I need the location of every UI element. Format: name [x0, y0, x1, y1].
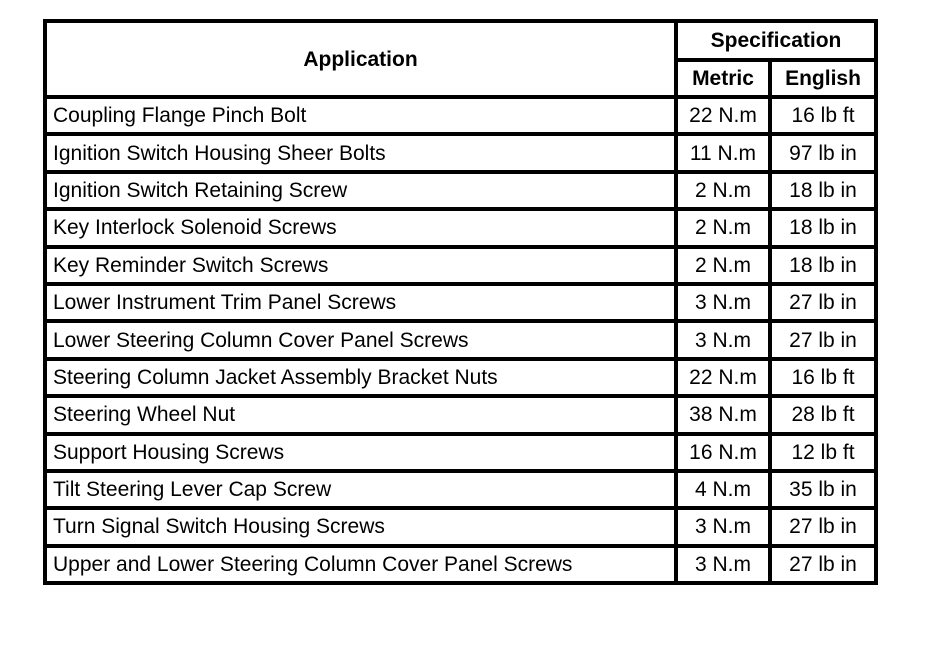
cell-english: 16 lb ft	[767, 356, 879, 399]
cell-metric: 4 N.m	[674, 468, 772, 511]
table-row: Tilt Steering Lever Cap Screw 4 N.m 35 lb …	[43, 468, 879, 511]
header-english: English	[767, 58, 879, 99]
cell-english: 16 lb ft	[767, 94, 879, 137]
header-subrow: Metric English	[45, 58, 879, 99]
cell-english: 27 lb in	[767, 319, 879, 361]
table-row: Upper and Lower Steering Column Cover Pa…	[43, 543, 879, 586]
cell-metric: 22 N.m	[674, 94, 772, 137]
cell-application: Tilt Steering Lever Cap Screw	[43, 468, 678, 511]
table-row: Ignition Switch Retaining Screw 2 N.m 18 l…	[43, 169, 879, 212]
cell-english: 27 lb in	[767, 543, 879, 586]
table-row: Coupling Flange Pinch Bolt 22 N.m 16 lb ft	[43, 94, 879, 137]
cell-application: Coupling Flange Pinch Bolt	[43, 94, 678, 137]
cell-application: Support Housing Screws	[43, 431, 678, 473]
table-row: Lower Steering Column Cover Panel Screws…	[43, 319, 879, 361]
table-row: Key Reminder Switch Screws 2 N.m 18 lb in	[43, 244, 879, 286]
cell-application: Upper and Lower Steering Column Cover Pa…	[43, 543, 678, 586]
torque-spec-table: Application Specification Metric English…	[43, 19, 879, 586]
cell-application: Steering Column Jacket Assembly Bracket …	[43, 356, 678, 399]
cell-metric: 16 N.m	[674, 431, 772, 473]
cell-metric: 2 N.m	[674, 207, 772, 249]
cell-metric: 11 N.m	[674, 132, 772, 174]
cell-application: Lower Steering Column Cover Panel Screws	[43, 319, 678, 361]
cell-english: 35 lb in	[767, 468, 879, 511]
cell-english: 27 lb in	[767, 281, 879, 324]
header-metric: Metric	[674, 58, 772, 99]
cell-metric: 3 N.m	[674, 506, 772, 548]
table-row: Key Interlock Solenoid Screws 2 N.m 18 lb …	[43, 207, 879, 249]
cell-metric: 3 N.m	[674, 319, 772, 361]
table-row: Lower Instrument Trim Panel Screws 3 N.m 2…	[43, 281, 879, 324]
table-row: Ignition Switch Housing Sheer Bolts 11 N.…	[43, 132, 879, 174]
table-row: Turn Signal Switch Housing Screws 3 N.m 27…	[43, 506, 879, 548]
cell-application: Ignition Switch Retaining Screw	[43, 169, 678, 212]
header-specification: Specification	[673, 19, 879, 62]
table-row: Steering Column Jacket Assembly Bracket …	[43, 356, 879, 399]
cell-metric: 38 N.m	[674, 394, 772, 436]
cell-english: 27 lb in	[767, 506, 879, 548]
cell-application: Ignition Switch Housing Sheer Bolts	[43, 132, 678, 174]
cell-application: Turn Signal Switch Housing Screws	[43, 506, 678, 548]
cell-application: Key Reminder Switch Screws	[43, 244, 678, 286]
header-row: Application Specification	[43, 19, 879, 99]
cell-english: 12 lb ft	[767, 431, 879, 473]
cell-metric: 3 N.m	[674, 281, 772, 324]
cell-metric: 22 N.m	[674, 356, 772, 399]
cell-metric: 2 N.m	[674, 169, 772, 212]
header-application: Application	[43, 19, 678, 99]
cell-metric: 3 N.m	[674, 543, 772, 586]
table-row: Steering Wheel Nut 38 N.m 28 lb ft	[43, 394, 879, 436]
cell-english: 18 lb in	[767, 207, 879, 249]
cell-metric: 2 N.m	[674, 244, 772, 286]
table-row: Support Housing Screws 16 N.m 12 lb ft	[43, 431, 879, 473]
cell-english: 97 lb in	[767, 132, 879, 174]
cell-application: Steering Wheel Nut	[43, 394, 678, 436]
cell-application: Key Interlock Solenoid Screws	[43, 207, 678, 249]
cell-english: 18 lb in	[767, 244, 879, 286]
cell-english: 18 lb in	[767, 169, 879, 212]
cell-english: 28 lb ft	[767, 394, 879, 436]
cell-application: Lower Instrument Trim Panel Screws	[43, 281, 678, 324]
